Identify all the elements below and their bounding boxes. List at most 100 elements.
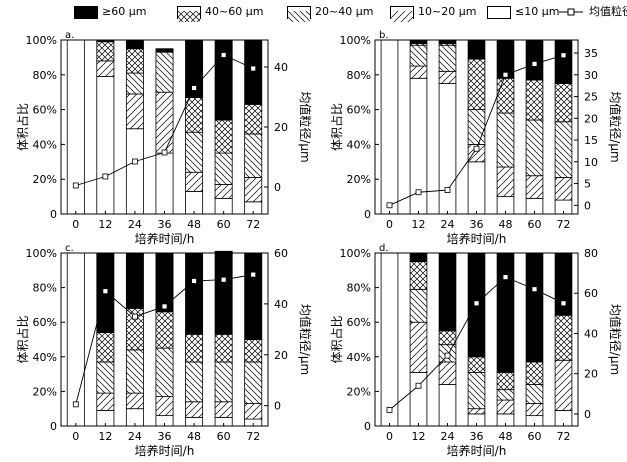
- x-tick-label: 24: [128, 218, 142, 231]
- y2-tick-label: 80: [584, 247, 598, 260]
- bar-segment-le10: [467, 161, 486, 215]
- bar-segment-gt60: [438, 252, 457, 332]
- bar-segment-40-60: [496, 371, 515, 391]
- y-tick-label: 60%: [347, 316, 371, 329]
- bar-segment-10-20: [525, 403, 544, 417]
- bar-segment-gt60: [125, 252, 144, 309]
- bar-segment-le10: [155, 152, 174, 215]
- legend-label-10-20: 10~20 μm: [418, 5, 477, 18]
- bar-segment-20-40: [155, 347, 174, 397]
- bar-segment-40-60: [525, 79, 544, 121]
- bar-segment-40-60: [244, 339, 263, 363]
- y2-tick-label: 25: [584, 91, 598, 104]
- bar-segment-20-40: [525, 384, 544, 404]
- bar-segment-gt60: [214, 39, 233, 121]
- bar-segment-20-40: [214, 361, 233, 403]
- x-tick-label: 60: [217, 218, 231, 231]
- bar-segment-gt60: [244, 252, 263, 340]
- bar-segment-gt60: [409, 39, 428, 44]
- x-tick-label: 48: [187, 218, 201, 231]
- panel-a: 0 20% 40% 60% 80% 100% 0 20 40 0 12 24 36 48 60 72 a. 培养时…: [15, 30, 313, 246]
- y-tick-label: 20%: [33, 385, 57, 398]
- x-tick-label: 60: [528, 430, 542, 443]
- y-tick-label: 80%: [33, 69, 57, 82]
- bar-segment-le10: [125, 128, 144, 215]
- panel-label: a.: [65, 30, 74, 41]
- y-tick-label: 80%: [347, 282, 371, 295]
- y2-tick-label: 15: [584, 134, 598, 147]
- bar-segment-10-20: [125, 93, 144, 130]
- mean-size-point: [386, 202, 393, 209]
- y-axis-title: 体积占比: [329, 103, 344, 151]
- x-tick-label: 72: [557, 430, 571, 443]
- bar-segment-gt60: [214, 250, 233, 335]
- bar-segment-10-20: [409, 321, 428, 373]
- legend-label-gt60: ≥60 μm: [102, 5, 147, 18]
- y-tick-label: 0: [364, 420, 371, 433]
- bar-segment-20-40: [409, 44, 428, 67]
- mean-size-point: [191, 278, 197, 284]
- mean-size-point: [531, 61, 538, 67]
- legend-label-mean: 均值粒径: [589, 5, 627, 18]
- bar-segment-le10: [380, 252, 399, 427]
- bar-segment-20-40: [185, 361, 204, 403]
- legend-label-40-60: 40~60 μm: [205, 5, 264, 18]
- bar-segment-20-40: [244, 133, 263, 178]
- bar-segment-20-40: [467, 371, 486, 410]
- bar-segment-gt60: [496, 252, 515, 373]
- bar-segment-40-60: [496, 77, 515, 114]
- bar-segment-gt60: [467, 39, 486, 60]
- bar-segment-40-60: [244, 103, 263, 135]
- bar-segment-40-60: [554, 314, 573, 361]
- mean-size-point: [386, 407, 393, 413]
- mean-size-point: [220, 276, 227, 283]
- x-tick-label: 72: [557, 218, 571, 231]
- bar-segment-gt60: [244, 39, 263, 105]
- y2-tick-label: 40: [584, 327, 598, 340]
- x-tick-label: 48: [187, 430, 201, 443]
- y-tick-label: 40%: [33, 138, 57, 151]
- legend-label-20-40: 20~40 μm: [315, 5, 374, 18]
- panel-label: c.: [65, 243, 74, 254]
- legend-label-le10: ≤10 μm: [515, 5, 560, 18]
- bar-segment-20-40: [467, 109, 486, 145]
- mean-size-point: [531, 286, 538, 293]
- x-tick-label: 72: [246, 430, 260, 443]
- y2-tick-label: 60: [584, 287, 598, 300]
- bar-segment-20-40: [438, 44, 457, 72]
- bar-segment-20-40: [96, 361, 115, 394]
- x-tick-label: 0: [72, 218, 79, 231]
- y2-tick-label: 40: [274, 298, 288, 311]
- bar-segment-10-20: [438, 70, 457, 84]
- bar-segment-10-20: [96, 392, 115, 411]
- y2-tick-label: 10: [584, 156, 598, 169]
- bar-segment-10-20: [185, 401, 204, 418]
- y2-tick-label: 60: [274, 247, 288, 260]
- y2-tick-label: 5: [584, 178, 591, 191]
- y2-tick-label: 0: [274, 400, 281, 413]
- panel-c: 0 20% 40% 60% 80% 100% 0 20 40 60 0 12 24 36 48 60 72 c. 培…: [15, 243, 313, 458]
- bar-segment-20-40: [155, 51, 174, 93]
- mean-size-point: [560, 300, 567, 307]
- y2-tick-label: 20: [584, 368, 598, 381]
- x-tick-label: 0: [386, 430, 393, 443]
- bar-segment-40-60: [554, 83, 573, 123]
- bar-segment-10-20: [155, 91, 174, 154]
- y2-tick-label: 0: [584, 408, 591, 421]
- x-tick-label: 60: [217, 430, 231, 443]
- y-tick-label: 40%: [347, 351, 371, 364]
- x-tick-label: 36: [158, 430, 172, 443]
- legend-swatch-gt60: [74, 6, 98, 19]
- bar-segment-10-20: [244, 177, 263, 203]
- y-tick-label: 100%: [26, 34, 57, 47]
- panel-label: d.: [379, 243, 389, 254]
- bar-segment-10-20: [214, 184, 233, 199]
- y2-tick-label: 20: [274, 349, 288, 362]
- y2-tick-label: 30: [584, 69, 598, 82]
- mean-size-point: [473, 145, 480, 152]
- bar-segment-40-60: [409, 261, 428, 290]
- legend-swatch-20-40: [287, 6, 311, 22]
- y-tick-label: 100%: [340, 34, 371, 47]
- mean-size-point: [444, 187, 451, 193]
